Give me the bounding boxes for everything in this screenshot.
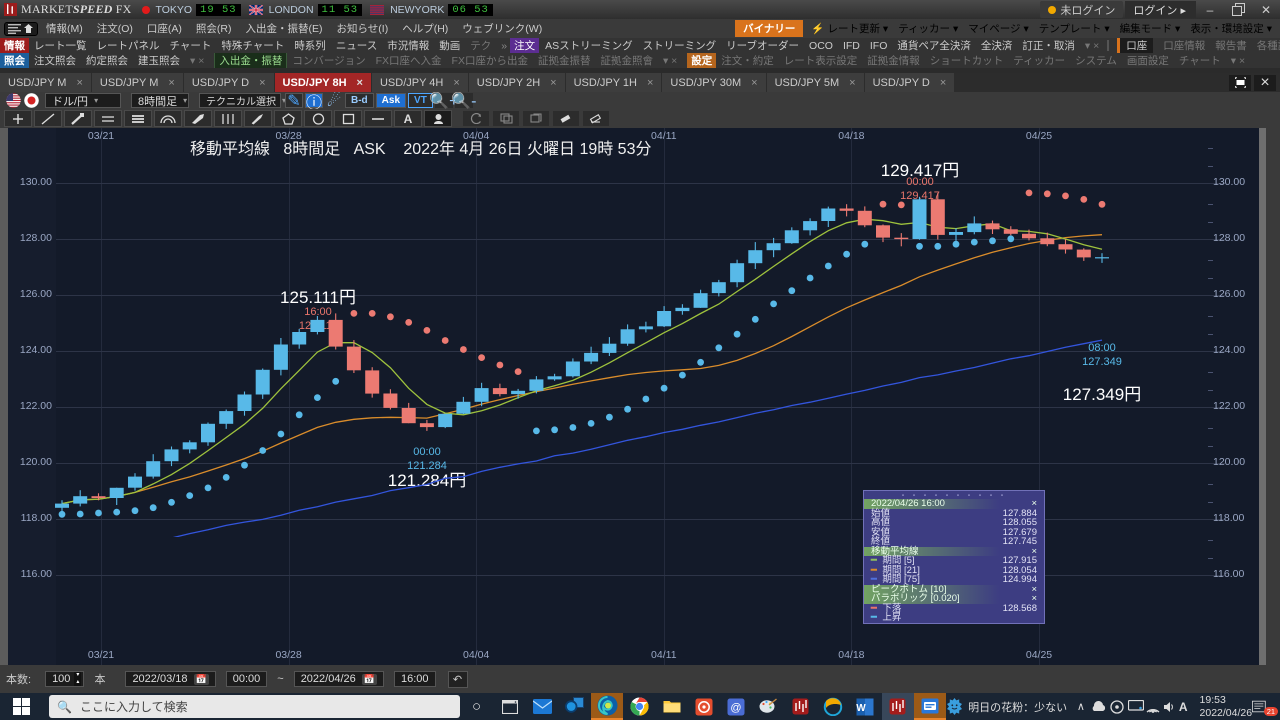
svg-text:W: W — [857, 703, 867, 714]
svg-text:@: @ — [731, 702, 742, 714]
